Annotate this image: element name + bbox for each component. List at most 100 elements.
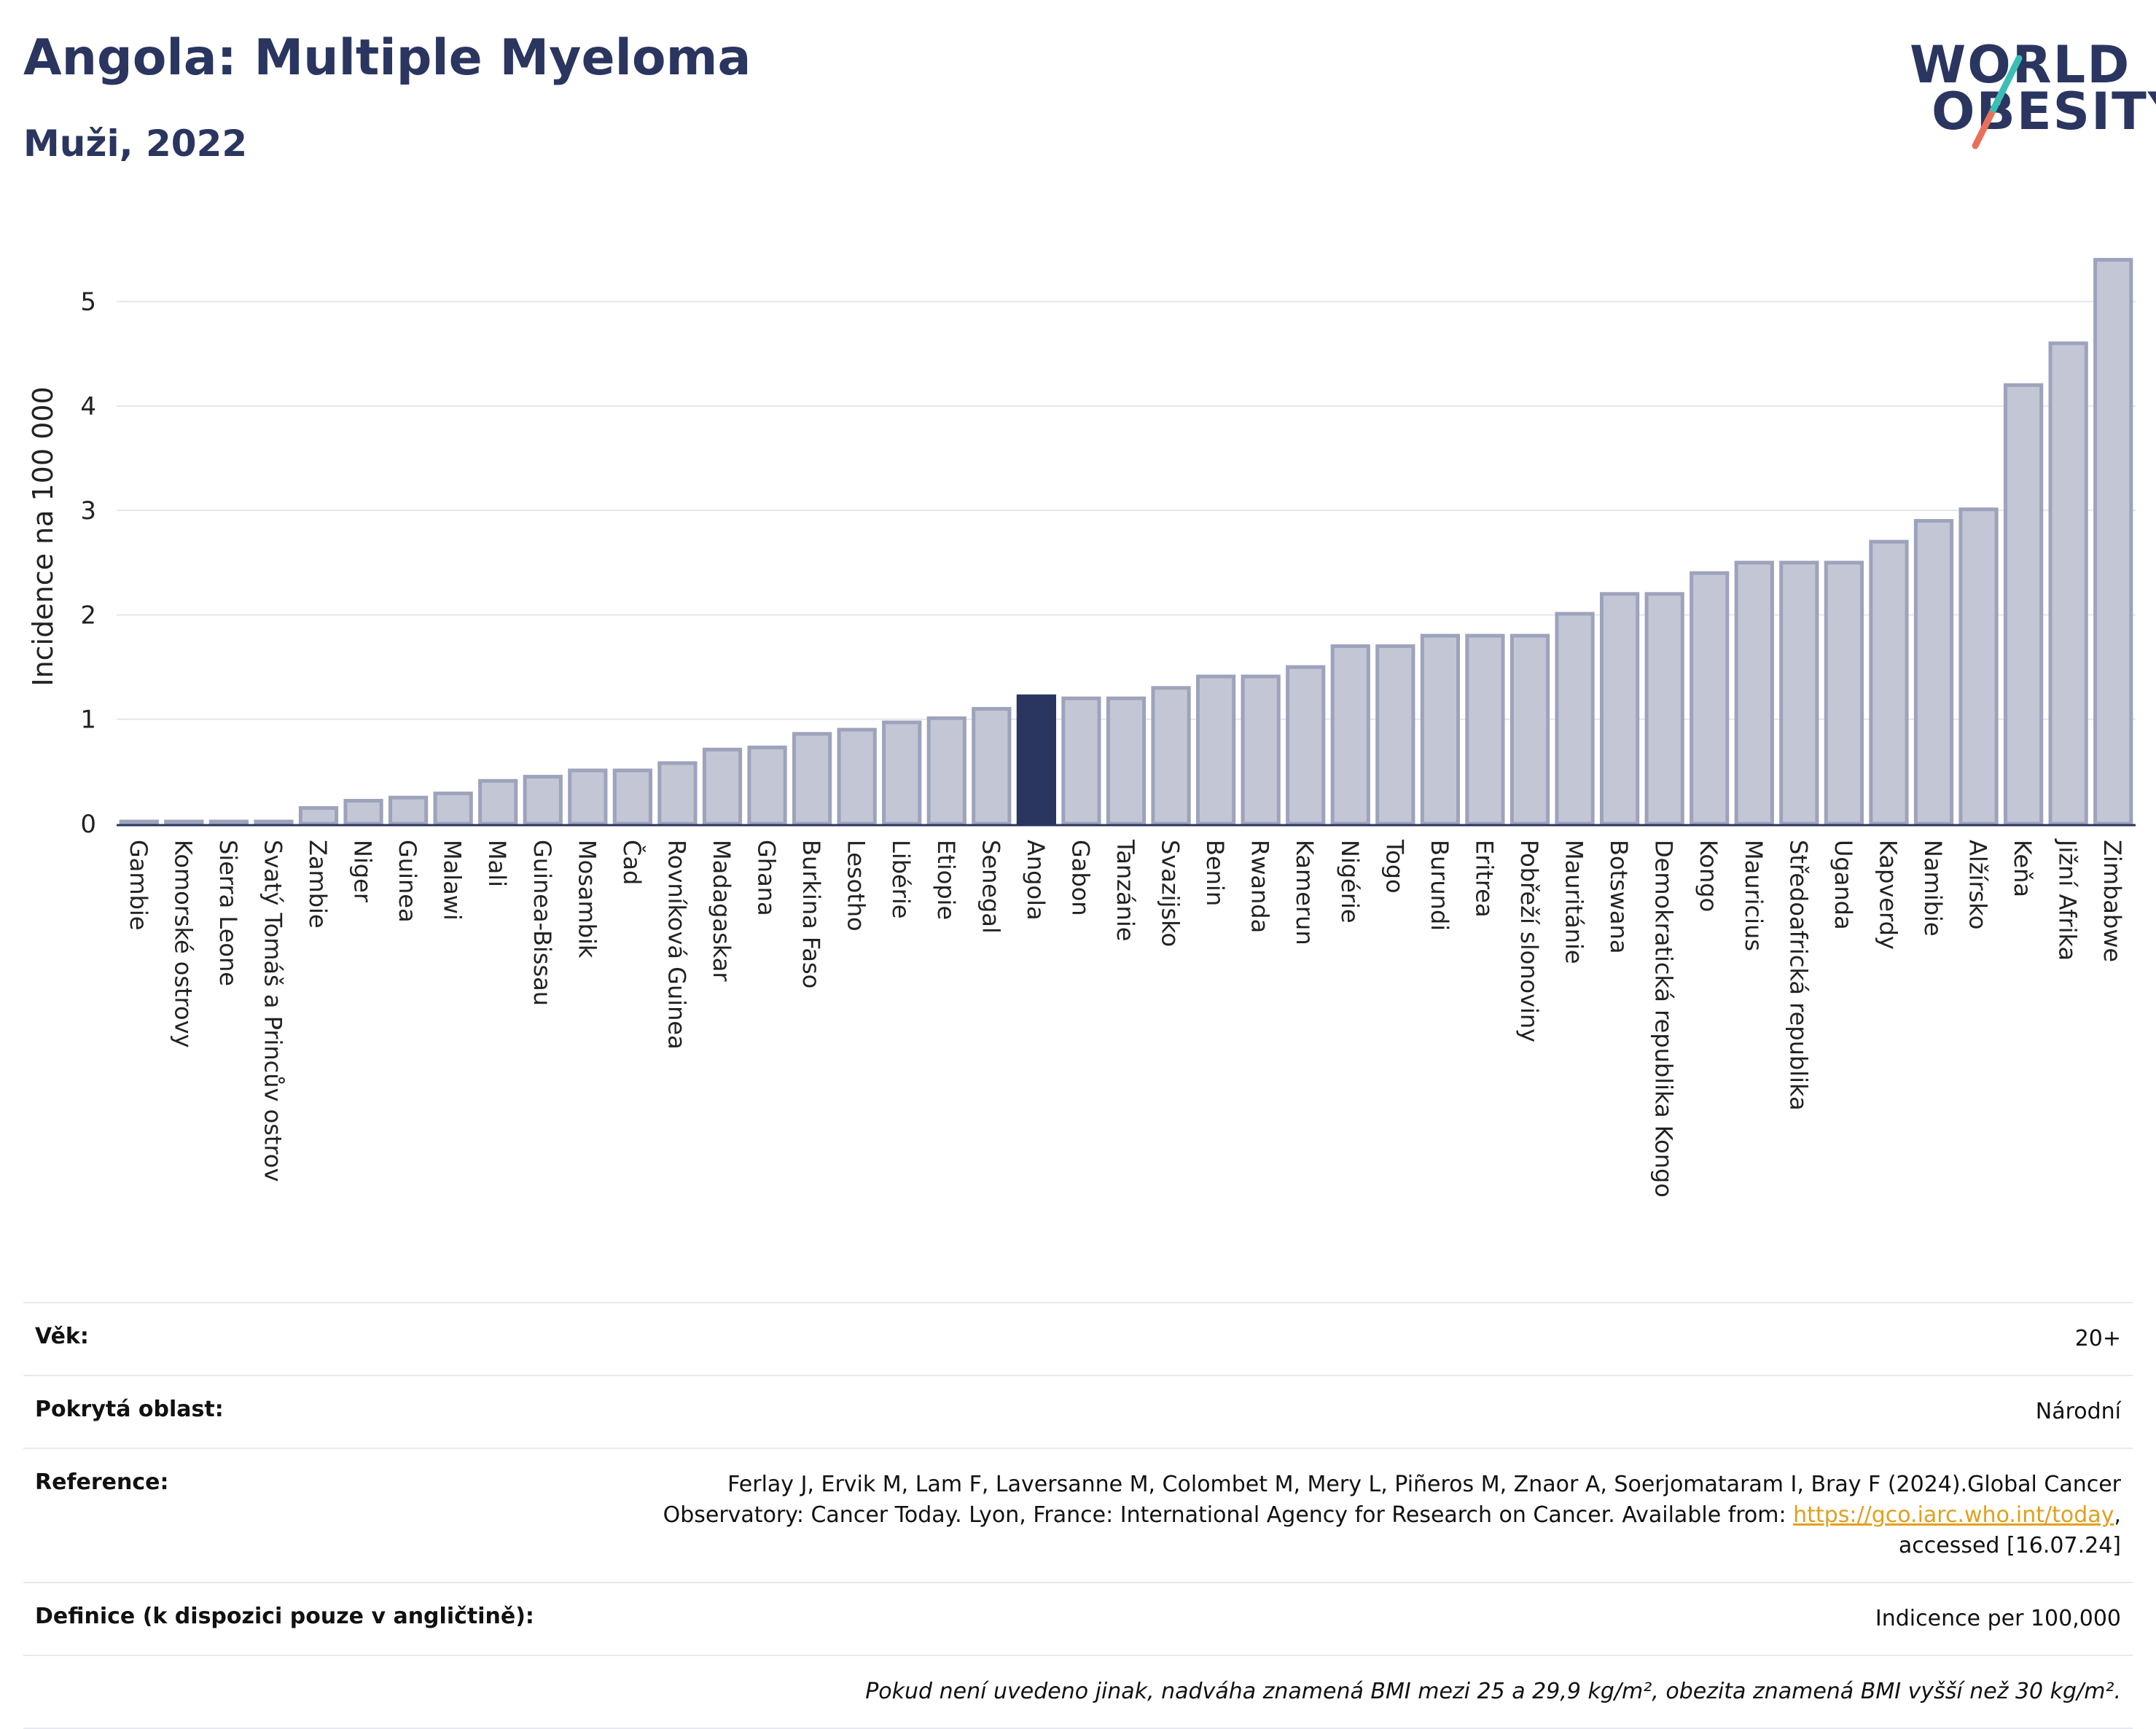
bar xyxy=(523,775,563,826)
y-tick-label: 0 xyxy=(80,810,96,839)
meta-coverage-value: Národní xyxy=(2035,1399,2121,1424)
x-tick-label: Botswana xyxy=(1605,840,1633,953)
bar xyxy=(1824,561,1864,826)
y-tick-label: 3 xyxy=(80,496,96,526)
x-tick-label: Středoafrická republika xyxy=(1784,840,1812,1111)
bar xyxy=(2093,257,2133,826)
bar xyxy=(343,798,383,826)
x-tick-label: Mosambik xyxy=(573,840,601,959)
bar xyxy=(433,791,473,826)
x-tick-label: Malawi xyxy=(439,840,466,921)
x-tick-label: Lesotho xyxy=(843,840,870,932)
meta-reference-value: Ferlay J, Ervik M, Lam F, Laversanne M, … xyxy=(663,1472,2121,1558)
logo-slash-icon xyxy=(1972,55,2023,149)
meta-row-note: Pokud není uvedeno jinak, nadváha znamen… xyxy=(23,1655,2133,1729)
y-axis-title: Incidence na 100 000 xyxy=(27,386,59,686)
x-tick-label: Etiopie xyxy=(932,840,960,920)
bar xyxy=(1913,519,1954,826)
x-tick-label: Pobřeží slonoviny xyxy=(1515,840,1543,1042)
x-tick-label: Angola xyxy=(1022,840,1050,921)
x-tick-label: Kapverdy xyxy=(1874,840,1902,950)
x-tick-label: Togo xyxy=(1380,839,1408,894)
logo-text-line2: OBESITY xyxy=(1932,82,2156,141)
bars xyxy=(119,257,2133,826)
bar xyxy=(657,761,698,826)
x-tick-label: Burundi xyxy=(1426,840,1453,931)
x-tick-label: Demokratická republika Kongo xyxy=(1650,840,1678,1198)
meta-row-age: Věk: 20+ xyxy=(23,1302,2133,1375)
bar xyxy=(2048,341,2088,826)
meta-coverage-label: Pokrytá oblast: xyxy=(35,1397,224,1422)
bar xyxy=(478,778,518,826)
meta-note: Pokud není uvedeno jinak, nadváha znamen… xyxy=(865,1679,2121,1704)
x-tick-label: Alžírsko xyxy=(1964,840,1992,929)
chart-subtitle: Muži, 2022 xyxy=(23,122,248,165)
bar xyxy=(1509,633,1550,826)
axes: 0 1 2 3 4 5 Gambie Komorské ostrovy Sierra Leone… xyxy=(80,288,2136,1198)
x-tick-label: Gabon xyxy=(1066,840,1094,916)
bar xyxy=(1286,665,1326,826)
reference-line1: Ferlay J, Ervik M, Lam F, Laversanne M, … xyxy=(727,1472,2121,1497)
x-tick-label: Senegal xyxy=(977,840,1004,934)
x-tick-label: Zambie xyxy=(304,840,332,929)
x-tick-label: Namibie xyxy=(1919,840,1947,937)
bar-highlight xyxy=(1016,694,1057,826)
meta-row-definition: Definice (k dispozici pouze v angličtině… xyxy=(23,1582,2133,1655)
meta-row-coverage: Pokrytá oblast: Národní xyxy=(23,1375,2133,1448)
x-tick-label: Gambie xyxy=(125,840,152,930)
bar xyxy=(164,819,204,826)
bar xyxy=(1779,561,1819,826)
y-tick-label: 5 xyxy=(80,288,96,317)
x-tick-label: Guinea-Bissau xyxy=(528,840,556,1006)
x-tick-label: Mauricius xyxy=(1740,840,1768,951)
x-tick-label: Kongo xyxy=(1695,840,1722,912)
bar xyxy=(926,716,966,826)
y-tick-label: 1 xyxy=(80,706,96,735)
bar-chart: 0 1 2 3 4 5 Gambie Komorské ostrovy Sierra Leone… xyxy=(27,257,2136,1198)
x-tick-label: Kamerun xyxy=(1291,840,1319,945)
x-tick-label: Tanzánie xyxy=(1112,839,1139,941)
logo-text-line1: WORLD xyxy=(1910,35,2131,95)
bar xyxy=(1375,644,1415,826)
bar xyxy=(388,795,429,826)
x-tick-label: Madagaskar xyxy=(708,840,735,982)
x-tick-label: Keňa xyxy=(2009,840,2036,897)
bar xyxy=(1555,612,1595,826)
bar xyxy=(1644,592,1684,826)
reference-link[interactable]: https://gco.iarc.who.int/today xyxy=(1793,1502,2114,1528)
bar xyxy=(119,819,159,826)
x-tick-label: Uganda xyxy=(1829,840,1857,930)
meta-definition-label: Definice (k dispozici pouze v angličtině… xyxy=(35,1604,534,1629)
bar xyxy=(1869,539,1909,826)
bar xyxy=(792,732,832,826)
bar xyxy=(1106,696,1147,826)
bar xyxy=(882,720,922,826)
bar xyxy=(612,768,653,826)
bar xyxy=(1151,686,1191,826)
x-tick-label: Guinea xyxy=(394,840,421,923)
x-tick-label: Benin xyxy=(1201,840,1229,906)
bar xyxy=(298,806,339,826)
reference-line3: accessed [16.07.24] xyxy=(1898,1533,2121,1558)
bar xyxy=(1690,571,1730,826)
bar xyxy=(1420,633,1461,826)
x-tick-label: Komorské ostrovy xyxy=(169,840,197,1048)
x-tick-label: Rwanda xyxy=(1246,840,1274,933)
y-tick-label: 2 xyxy=(80,601,96,630)
y-tick-label: 4 xyxy=(80,392,96,421)
x-tick-label: Svatý Tomáš a Princův ostrov xyxy=(259,840,286,1182)
bar xyxy=(1241,674,1281,826)
bar xyxy=(972,706,1012,826)
x-tick-label: Svazijsko xyxy=(1157,840,1184,947)
meta-age-value: 20+ xyxy=(2074,1326,2121,1351)
x-tick-label: Libérie xyxy=(887,840,915,918)
bar xyxy=(837,727,877,826)
x-tick-label: Mauritánie xyxy=(1561,840,1588,964)
world-obesity-logo: WORLD OBESITY xyxy=(1895,29,2156,160)
meta-definition-value: Indicence per 100,000 xyxy=(1875,1606,2121,1631)
metadata-table: Věk: 20+ Pokrytá oblast: Národní Referen… xyxy=(23,1302,2133,1729)
bar xyxy=(568,768,608,826)
bar xyxy=(1061,696,1101,826)
x-tick-label: Jižní Afrika xyxy=(2054,838,2082,961)
bar xyxy=(1958,507,1999,826)
